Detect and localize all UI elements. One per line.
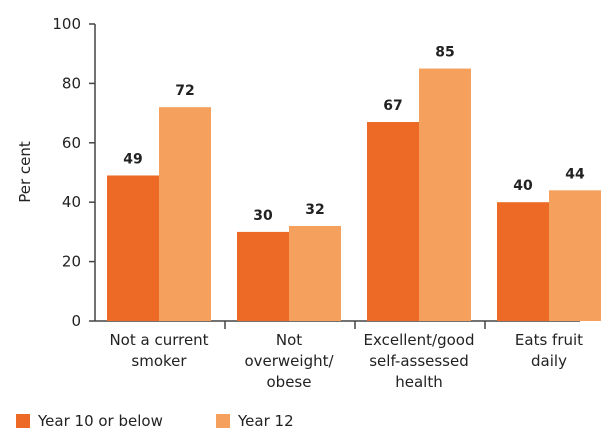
legend-label: Year 10 or below <box>37 412 163 430</box>
category-label: Excellent/good self-assessed health <box>364 331 475 391</box>
category-label-line: Not <box>276 331 302 349</box>
bar-year12 <box>549 190 601 321</box>
category-label-line: Not a current <box>109 331 208 349</box>
data-label: 67 <box>383 98 402 114</box>
data-label: 44 <box>565 166 585 182</box>
legend-label: Year 12 <box>237 412 294 430</box>
category-label-line: Excellent/good <box>364 331 475 349</box>
y-tick-label: 80 <box>62 74 81 92</box>
y-tick-label: 100 <box>52 15 81 33</box>
category-labels: Not a current smoker Not overweight/obese Ex… <box>109 331 583 391</box>
legend: Year 10 or below Year 12 <box>16 412 294 430</box>
bar-year12 <box>419 68 471 321</box>
data-label: 40 <box>513 178 533 194</box>
category-label: Not overweight/obese <box>244 331 334 391</box>
bar-year12 <box>289 225 341 321</box>
bar-year10 <box>367 122 419 321</box>
data-label: 32 <box>305 202 324 218</box>
category-label-line: daily <box>531 352 567 370</box>
data-label: 85 <box>435 45 454 61</box>
bar-year10 <box>497 202 549 321</box>
category-label-line: Eats fruit <box>515 331 583 349</box>
bars <box>107 68 601 321</box>
category-label-line: smoker <box>131 352 187 370</box>
category-label-line: obese <box>267 373 312 391</box>
y-tick-label: 0 <box>71 312 81 330</box>
data-label: 49 <box>123 151 142 167</box>
bar-year10 <box>107 175 159 321</box>
category-label-line: overweight/ <box>244 352 334 370</box>
legend-swatch <box>216 414 230 428</box>
category-label-line: self-assessed <box>369 352 469 370</box>
data-label: 72 <box>175 83 194 99</box>
legend-swatch <box>16 414 30 428</box>
y-tick-label: 40 <box>62 193 81 211</box>
bar-year12 <box>159 107 211 321</box>
y-tick-label: 60 <box>62 134 81 152</box>
y-tick-label: 20 <box>62 253 81 271</box>
y-axis-label: Per cent <box>16 141 34 203</box>
category-label: Not a current smoker <box>109 331 208 370</box>
category-label-line: health <box>395 373 442 391</box>
data-labels: 49 72 30 32 67 85 40 44 <box>123 45 585 224</box>
category-label: Eats fruit daily <box>515 331 583 370</box>
data-label: 30 <box>253 208 273 224</box>
bar-year10 <box>237 231 289 321</box>
